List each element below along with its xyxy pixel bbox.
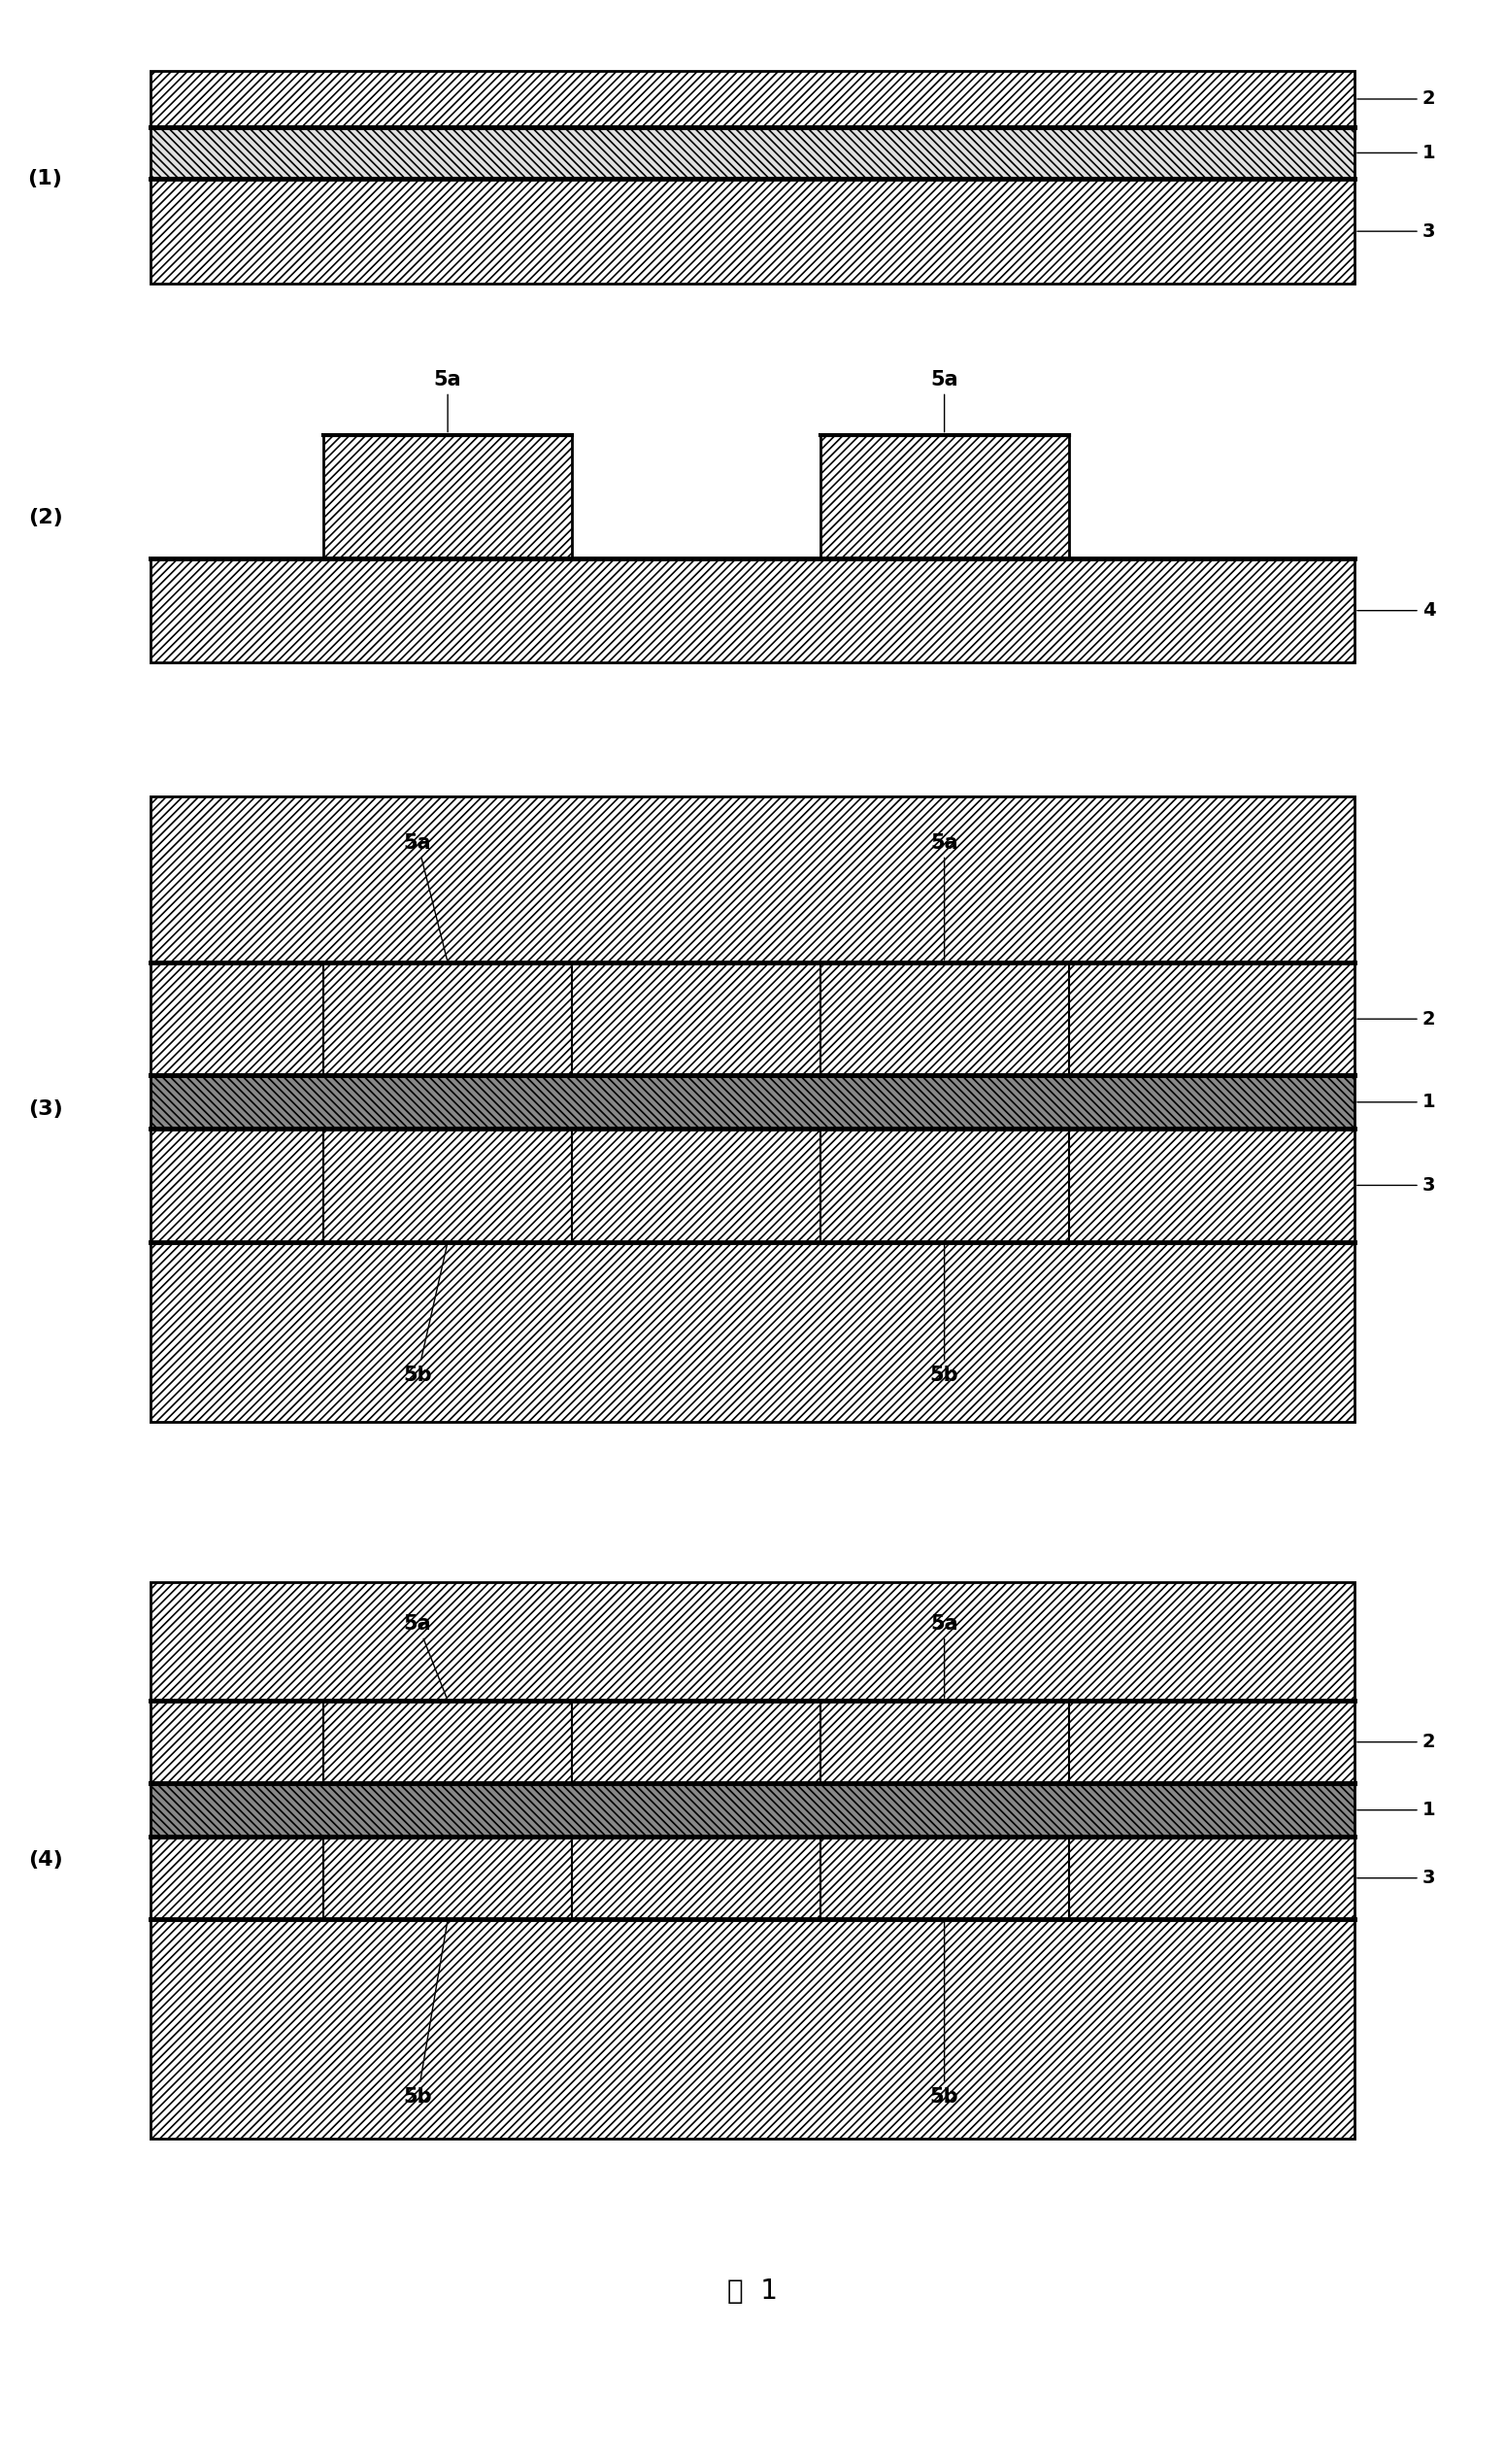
- Text: 2: 2: [1358, 1732, 1436, 1752]
- Bar: [820, 434, 1069, 559]
- Bar: [150, 71, 1354, 128]
- Text: 1: 1: [1358, 1094, 1436, 1111]
- Text: 5b: 5b: [403, 1244, 447, 1385]
- Text: 3: 3: [1358, 1175, 1436, 1195]
- Bar: [150, 1582, 1354, 1700]
- Bar: [150, 1129, 1354, 1242]
- Text: (3): (3): [27, 1099, 63, 1119]
- Bar: [150, 180, 1354, 283]
- Bar: [150, 1242, 1354, 1422]
- Text: (1): (1): [27, 170, 63, 187]
- Bar: [150, 1836, 1354, 1919]
- Text: (4): (4): [27, 1850, 63, 1870]
- Text: 图  1: 图 1: [727, 2277, 778, 2306]
- Text: 1: 1: [1358, 1801, 1436, 1818]
- Bar: [150, 1784, 1354, 1836]
- Text: 5b: 5b: [930, 1922, 959, 2107]
- Text: 5a: 5a: [403, 1614, 447, 1698]
- Bar: [324, 434, 572, 559]
- Bar: [150, 559, 1354, 663]
- Text: 5a: 5a: [403, 833, 447, 961]
- Text: 5a: 5a: [930, 370, 959, 431]
- Text: 1: 1: [1358, 143, 1436, 163]
- Bar: [150, 796, 1354, 963]
- Text: 3: 3: [1358, 1868, 1436, 1887]
- Text: 2: 2: [1358, 1010, 1436, 1027]
- Bar: [150, 1700, 1354, 1784]
- Text: 2: 2: [1358, 89, 1436, 108]
- Text: 5a: 5a: [433, 370, 462, 431]
- Bar: [150, 128, 1354, 180]
- Bar: [150, 1919, 1354, 2139]
- Text: 5b: 5b: [930, 1244, 959, 1385]
- Bar: [150, 963, 1354, 1074]
- Text: 5a: 5a: [930, 833, 959, 961]
- Text: 5a: 5a: [930, 1614, 959, 1698]
- Text: 4: 4: [1358, 601, 1436, 621]
- Bar: [150, 1074, 1354, 1129]
- Text: 5b: 5b: [403, 1922, 447, 2107]
- Text: 3: 3: [1358, 222, 1436, 241]
- Text: (2): (2): [27, 508, 63, 527]
